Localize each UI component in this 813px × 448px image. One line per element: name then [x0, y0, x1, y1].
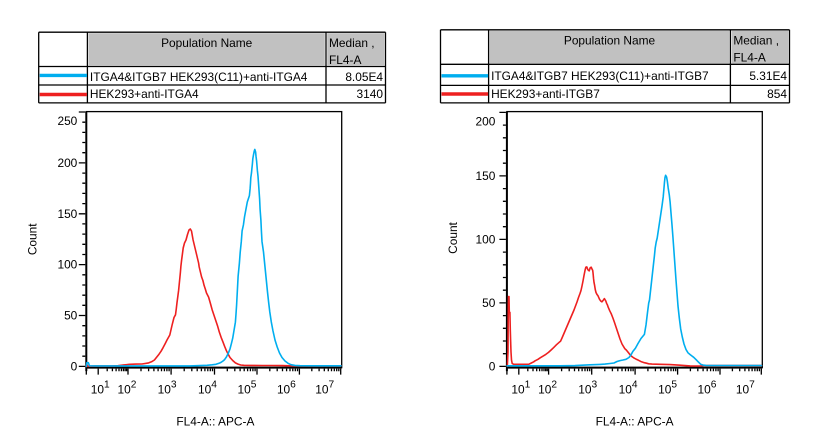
svg-text:150: 150 [476, 169, 496, 183]
svg-text:HEK293+anti-ITGB7: HEK293+anti-ITGB7 [491, 87, 600, 101]
svg-text:FL4-A:: APC-A: FL4-A:: APC-A [176, 415, 254, 429]
svg-text:0: 0 [71, 359, 78, 373]
svg-text:ITGA4&ITGB7 HEK293(C11)+anti-I: ITGA4&ITGB7 HEK293(C11)+anti-ITGB7 [491, 69, 709, 83]
svg-text:50: 50 [64, 309, 78, 323]
svg-text:Median ,: Median , [733, 33, 779, 47]
svg-text:ITGA4&ITGB7 HEK293(C11)+anti-I: ITGA4&ITGB7 HEK293(C11)+anti-ITGA4 [90, 70, 308, 84]
svg-text:Count: Count [446, 221, 460, 253]
svg-text:Count: Count [26, 223, 40, 255]
svg-text:FL4-A: FL4-A [329, 53, 361, 67]
svg-text:Median ,: Median , [329, 36, 375, 50]
svg-text:100: 100 [476, 232, 496, 246]
svg-text:Population Name: Population Name [161, 36, 253, 50]
svg-text:150: 150 [57, 207, 77, 221]
svg-text:5.31E4: 5.31E4 [749, 69, 787, 83]
svg-text:HEK293+anti-ITGA4: HEK293+anti-ITGA4 [90, 87, 199, 101]
svg-text:200: 200 [476, 114, 496, 128]
svg-text:Population Name: Population Name [564, 33, 656, 47]
svg-text:250: 250 [57, 114, 77, 128]
svg-text:50: 50 [482, 296, 496, 310]
svg-text:3140: 3140 [357, 87, 384, 101]
svg-text:0: 0 [489, 359, 496, 373]
svg-text:FL4-A: FL4-A [733, 51, 765, 65]
svg-text:100: 100 [57, 258, 77, 272]
svg-text:8.05E4: 8.05E4 [345, 70, 383, 84]
svg-text:854: 854 [767, 87, 787, 101]
svg-text:200: 200 [57, 156, 77, 170]
svg-text:FL4-A:: APC-A: FL4-A:: APC-A [596, 415, 674, 429]
